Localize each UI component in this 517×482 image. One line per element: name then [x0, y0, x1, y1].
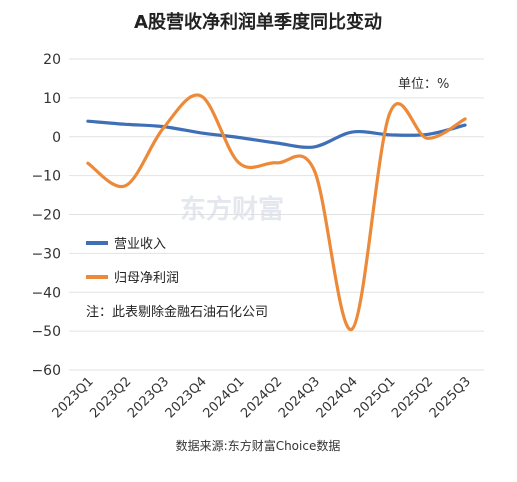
legend-label-net-profit: 归母净利润 [114, 271, 179, 286]
watermark: 东方财富 [180, 194, 284, 225]
gridlines [69, 58, 484, 371]
y-tick-label: 20 [43, 52, 61, 68]
series [86, 93, 467, 331]
x-tick-label: 2025Q3 [427, 374, 474, 421]
y-tick-label: −30 [31, 246, 61, 262]
y-tick-label: −60 [31, 363, 61, 379]
y-tick-label: −50 [31, 324, 61, 340]
y-axis-ticks: 20 10 0 −10 −20 −30 −40 −50 −60 [31, 52, 61, 379]
source-note: 数据来源:东方财富Choice数据 [176, 438, 341, 453]
net-profit-line [86, 93, 467, 331]
unit-note: 单位：% [398, 77, 449, 92]
y-tick-label: −40 [31, 285, 61, 301]
legend-label-revenue: 营业收入 [114, 237, 166, 252]
y-tick-label: 10 [43, 91, 61, 107]
chart-title: A股营收净利润单季度同比变动 [134, 11, 382, 33]
y-tick-label: 0 [52, 130, 61, 146]
revenue-line [86, 119, 467, 149]
y-tick-label: −20 [31, 208, 61, 224]
legend: 营业收入 归母净利润 [86, 237, 179, 286]
y-tick-label: −10 [31, 169, 61, 185]
exclusion-note: 注：此表剔除金融石油石化公司 [86, 304, 268, 320]
x-axis-ticks: 2023Q12023Q22023Q32023Q42024Q12024Q22024… [50, 374, 474, 421]
